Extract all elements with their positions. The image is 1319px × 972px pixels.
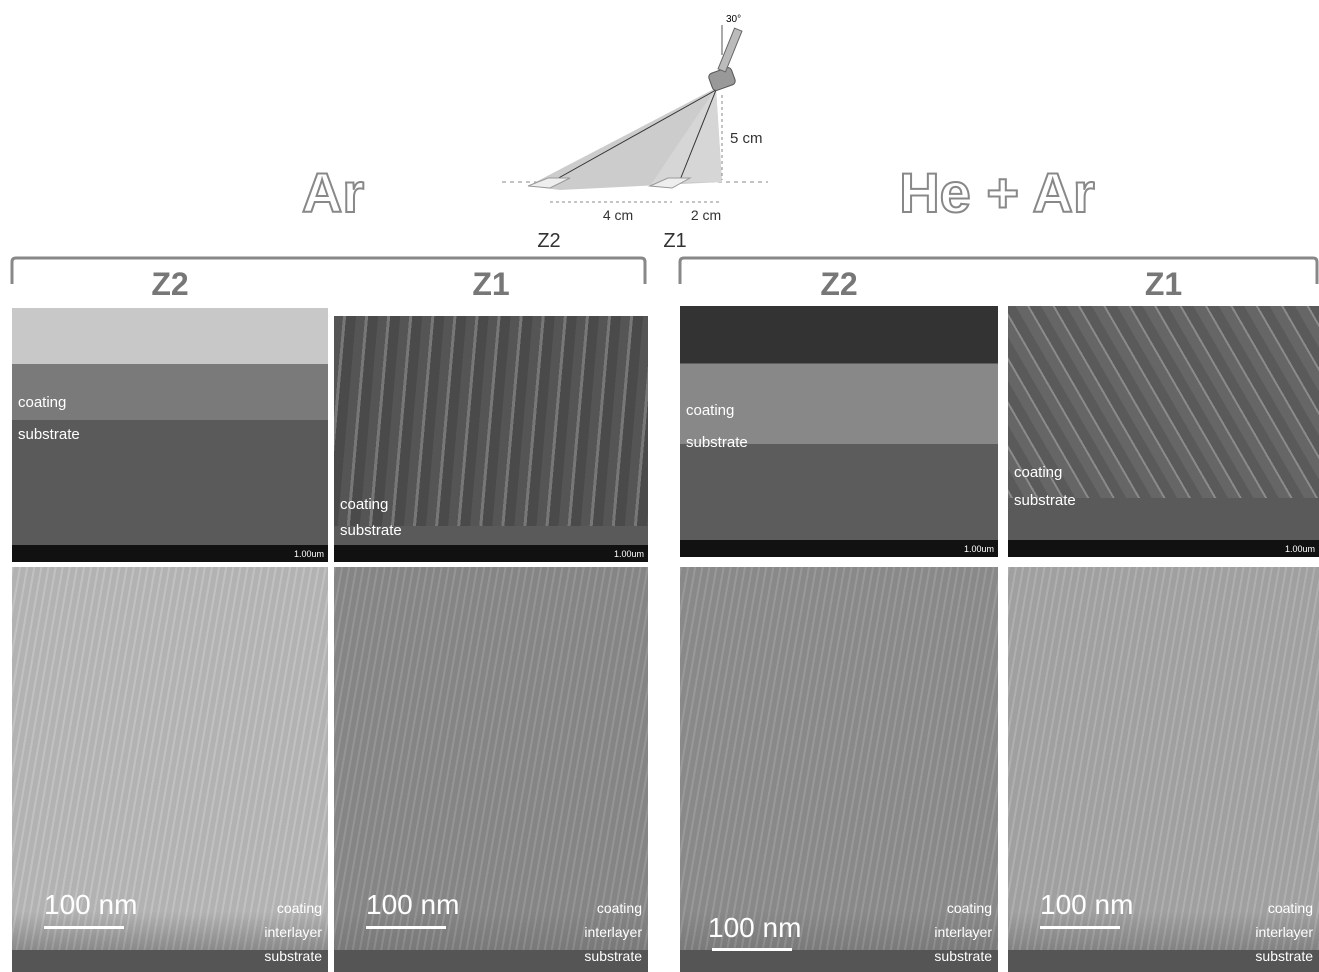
column-label: Z2	[70, 266, 270, 303]
layer-label: substrate	[340, 522, 402, 539]
layer-label: substrate	[686, 434, 748, 451]
layer-label: interlayer	[584, 924, 642, 940]
layer-label: substrate	[1014, 492, 1076, 509]
scale-label: 1.00um	[294, 549, 324, 559]
height-label: 5 cm	[730, 130, 763, 147]
distance-label: 4 cm	[603, 207, 633, 223]
layer-label: substrate	[18, 426, 80, 443]
group-title: Ar	[133, 160, 533, 225]
position-label: Z1	[663, 230, 686, 252]
scale-bar	[1040, 926, 1120, 929]
layer-label: interlayer	[264, 924, 322, 940]
tem-image: 100 nm coating interlayer substrate	[1008, 567, 1319, 972]
layer-label: coating	[277, 900, 322, 916]
sem-image: coating substrate 1.00um	[334, 316, 648, 562]
scale-label: 100 nm	[44, 889, 137, 921]
group-title: He + Ar	[797, 160, 1197, 225]
layer-label: coating	[597, 900, 642, 916]
layer-label: interlayer	[1255, 924, 1313, 940]
angle-label: 30°	[726, 14, 741, 25]
scale-bar	[44, 926, 124, 929]
column-label: Z1	[1064, 266, 1264, 303]
scale-label: 1.00um	[1285, 544, 1315, 554]
sem-image: coating substrate 1.00um	[12, 308, 328, 562]
scale-label: 1.00um	[614, 549, 644, 559]
layer-label: coating	[686, 402, 734, 419]
sem-image: coating substrate 1.00um	[680, 306, 998, 557]
scale-label: 100 nm	[708, 912, 801, 944]
column-label: Z1	[391, 266, 591, 303]
sem-image: coating substrate 1.00um	[1008, 306, 1319, 557]
layer-label: coating	[947, 900, 992, 916]
layer-label: interlayer	[934, 924, 992, 940]
column-label: Z2	[739, 266, 939, 303]
layer-label: coating	[1014, 464, 1062, 481]
tem-image: 100 nm coating interlayer substrate	[680, 567, 998, 972]
layer-label: coating	[1268, 900, 1313, 916]
scale-bar	[712, 948, 792, 951]
layer-label: substrate	[584, 948, 642, 964]
position-label: Z2	[537, 230, 560, 252]
figure: 30° 5 cm 4 cm 2 cm Z2 Z1 ArZ2coatingsubs…	[0, 0, 1319, 972]
tem-image: 100 nm coating interlayer substrate	[334, 567, 648, 972]
layer-label: coating	[18, 394, 66, 411]
geometry-diagram: 30° 5 cm 4 cm 2 cm Z2 Z1	[0, 0, 1319, 300]
distance-label: 2 cm	[691, 207, 721, 223]
info-bar	[12, 545, 328, 562]
scale-bar	[366, 926, 446, 929]
info-bar	[334, 545, 648, 562]
info-bar	[680, 540, 998, 557]
info-bar	[1008, 540, 1319, 557]
layer-label: substrate	[934, 948, 992, 964]
scale-label: 100 nm	[1040, 889, 1133, 921]
scale-label: 100 nm	[366, 889, 459, 921]
layer-label: coating	[340, 496, 388, 513]
scale-label: 1.00um	[964, 544, 994, 554]
tem-image: 100 nm coating interlayer substrate	[12, 567, 328, 972]
layer-label: substrate	[1255, 948, 1313, 964]
layer-label: substrate	[264, 948, 322, 964]
